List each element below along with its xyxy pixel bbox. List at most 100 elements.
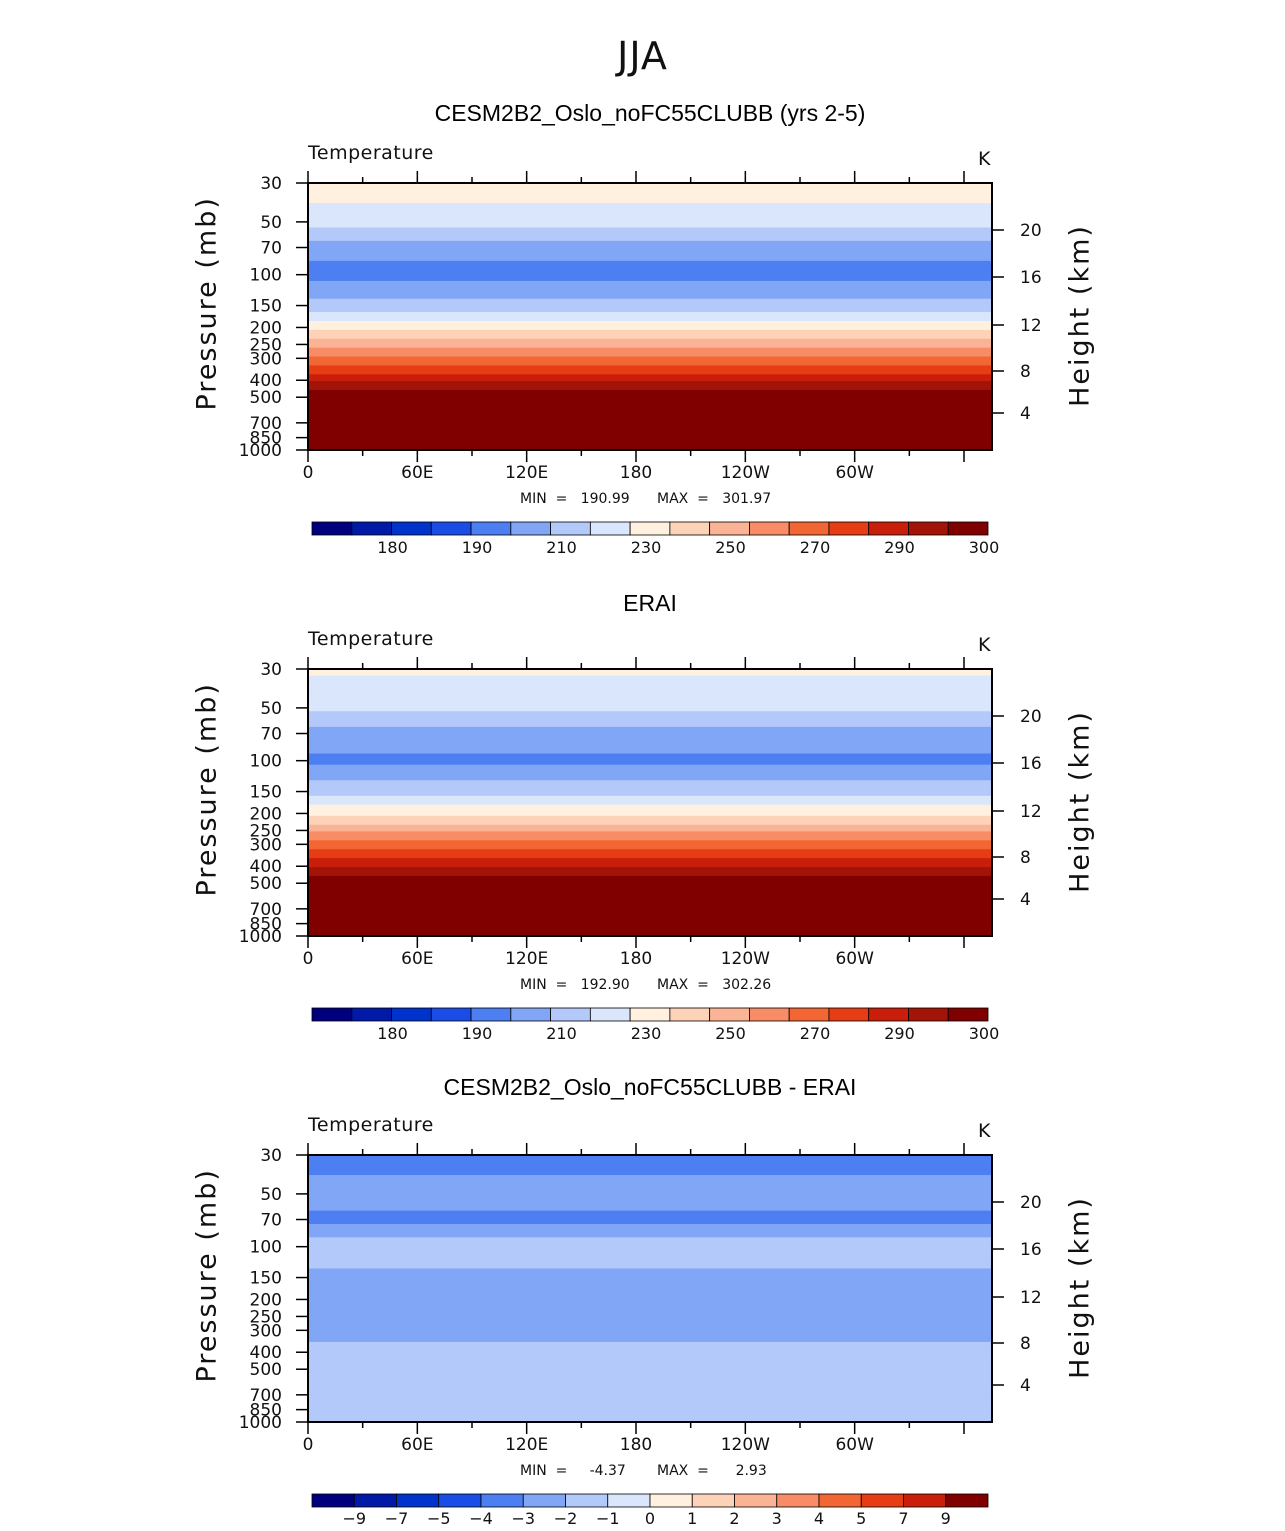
colorbar-swatch — [351, 1007, 392, 1022]
colorbar-swatch — [470, 1007, 512, 1022]
panel-2-field-band — [308, 766, 992, 770]
colorbar-swatch — [868, 521, 909, 536]
panel-2-field-band — [308, 844, 992, 848]
panel-1-field-band — [308, 325, 992, 329]
panel-1-field-band — [308, 414, 992, 418]
panel-1-field-band — [308, 272, 992, 275]
panel-1-field-band — [308, 347, 992, 351]
colorbar-swatch — [691, 1493, 735, 1508]
panel-2-field-band — [308, 720, 992, 723]
colorbar-tick-label: 250 — [715, 538, 746, 557]
colorbar-swatch — [788, 1007, 830, 1022]
colorbar-swatch — [565, 1493, 609, 1508]
panel-3-field-band — [308, 1172, 992, 1176]
longitude-tick-label: 0 — [303, 1435, 314, 1455]
panel-3-field-band — [308, 1201, 992, 1205]
panel-3-field-band — [308, 1155, 992, 1158]
panel-3-field-band — [308, 1228, 992, 1232]
panel-3-field-band — [308, 1290, 992, 1294]
panel-2-field-band — [308, 798, 992, 801]
panel-3-field-band — [308, 1170, 992, 1174]
panel-2-field-band — [308, 704, 992, 708]
panel-1-field-band — [308, 305, 992, 309]
panel-1-field-band — [308, 287, 992, 291]
panel-1-field-band — [308, 238, 992, 242]
panel-3-field-band — [308, 1370, 992, 1374]
panel-2-field-band — [308, 840, 992, 844]
pressure-tick-label: 500 — [250, 1360, 282, 1380]
panel-3-field-band — [308, 1281, 992, 1285]
panel-3-field-band — [308, 1279, 992, 1283]
colorbar-tick-label: 190 — [462, 538, 493, 557]
panel-3-field-band — [308, 1292, 992, 1296]
panel-1-field-band — [308, 256, 992, 260]
pressure-tick-label: 700 — [250, 414, 282, 434]
panel-3-field-band — [308, 1379, 992, 1383]
panel-2-field-band — [308, 915, 992, 919]
pressure-tick-label: 700 — [250, 900, 282, 920]
colorbar-swatch — [788, 521, 830, 536]
panel-1-units-label: K — [978, 148, 991, 170]
colorbar-tick-label: 270 — [800, 1024, 831, 1043]
panel-2-field-band — [308, 815, 992, 819]
panel-1-field-band — [308, 405, 992, 409]
panel-3-field-band — [308, 1324, 992, 1327]
panel-2-field-band — [308, 742, 992, 746]
panel-2-pressure-axis-title: Pressure (mb) — [191, 682, 223, 897]
height-tick-label: 20 — [1020, 221, 1042, 241]
panel-3-field-band — [308, 1275, 992, 1278]
panel-1-field-band — [308, 409, 992, 413]
panel-3-field-band — [308, 1348, 992, 1352]
pressure-tick-label: 700 — [250, 1386, 282, 1406]
panel-3-field-band — [308, 1381, 992, 1385]
panel-3-field-band — [308, 1248, 992, 1252]
pressure-tick-label: 150 — [250, 783, 282, 803]
longitude-tick-label: 120W — [721, 1435, 770, 1455]
colorbar-tick-label: 2 — [729, 1509, 739, 1528]
pressure-tick-label: 850 — [250, 915, 282, 935]
longitude-tick-label: 120W — [721, 463, 770, 483]
panel-2-field-band — [308, 931, 992, 935]
height-tick-label: 8 — [1020, 848, 1031, 868]
panel-2-field-band — [308, 673, 992, 677]
colorbar-swatch — [607, 1493, 651, 1508]
panel-1-field-band — [308, 387, 992, 391]
panel-1-field-band — [308, 223, 992, 226]
panel-2-field-band — [308, 911, 992, 915]
panel-3-field-band — [308, 1277, 992, 1281]
panel-3-field-band — [308, 1199, 992, 1203]
panel-1-field-band — [308, 211, 992, 215]
panel-3-field-band — [308, 1312, 992, 1316]
panel-1-field-band — [308, 318, 992, 322]
panel-2-field-band — [308, 842, 992, 846]
panel-1-field-band — [308, 309, 992, 313]
panel-3-field-band — [308, 1197, 992, 1201]
pressure-tick-label: 250 — [250, 1307, 282, 1327]
panel-3-field-band — [308, 1270, 992, 1274]
panel-1-field-band — [308, 429, 992, 433]
panel-1-field-band — [308, 407, 992, 411]
panel-3-height-axis-title: Height (km) — [1064, 1196, 1096, 1379]
colorbar-tick-label: 300 — [969, 538, 1000, 557]
colorbar-swatch — [480, 1493, 524, 1508]
panel-2-field-band — [308, 922, 992, 926]
pressure-tick-label: 1000 — [239, 441, 282, 461]
colorbar-swatch — [589, 1007, 631, 1022]
colorbar-tick-label: 190 — [462, 1024, 493, 1043]
colorbar-tick-label: −5 — [427, 1509, 451, 1528]
panel-2-field-band — [308, 735, 992, 739]
height-tick-label: 16 — [1020, 268, 1042, 288]
panel-3-field-band — [308, 1304, 992, 1307]
colorbar-tick-label: 300 — [969, 1024, 1000, 1043]
panel-3-field-band — [308, 1299, 992, 1303]
panel-2-field-band — [308, 753, 992, 757]
panel-1-field-band — [308, 205, 992, 209]
panel-3-field-band — [308, 1241, 992, 1245]
panel-3-field-band — [308, 1406, 992, 1410]
panel-1-field-band — [308, 443, 992, 447]
panel-3-field-band — [308, 1246, 992, 1250]
panel-3-field-band — [308, 1415, 992, 1419]
colorbar-tick-label: 290 — [884, 538, 915, 557]
panel-3-field-band — [308, 1368, 992, 1372]
